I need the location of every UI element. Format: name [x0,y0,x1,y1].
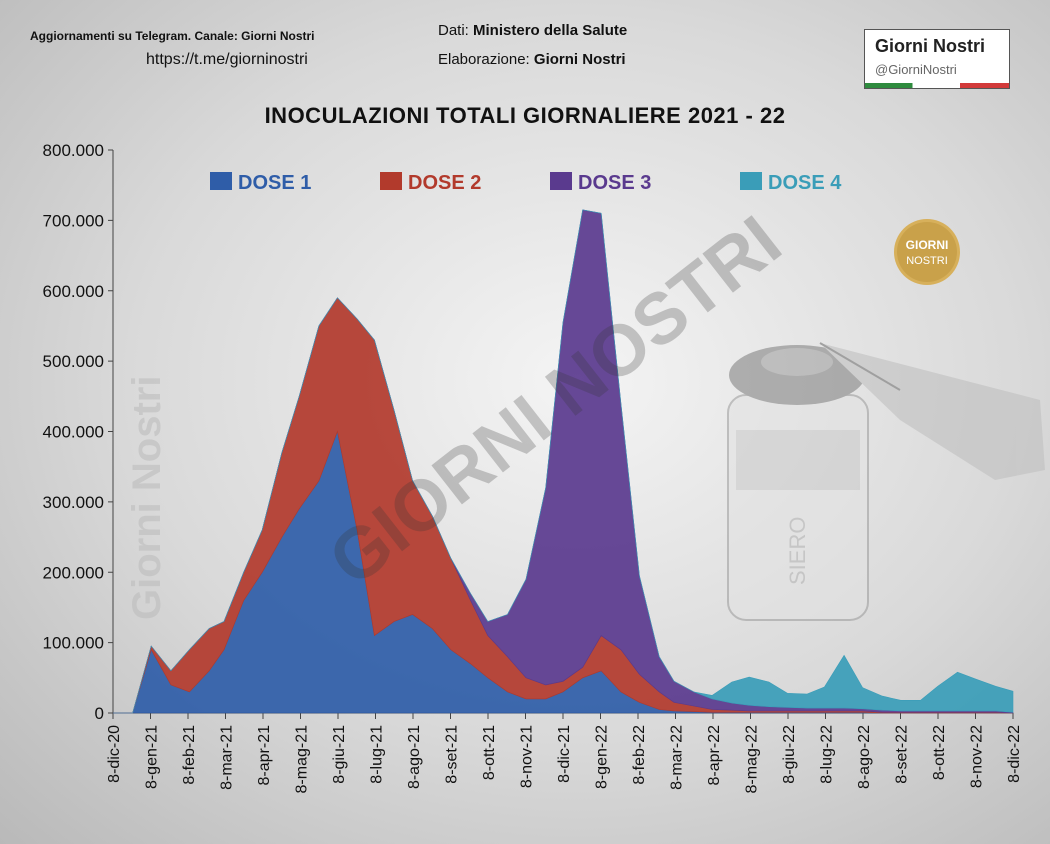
x-tick-label: 8-feb-22 [631,725,648,785]
legend-swatch-dose-4 [740,172,762,190]
badge-line-1: GIORNI [906,238,949,252]
x-tick-label: 8-apr-22 [706,725,723,786]
legend-label-dose-1: DOSE 1 [238,172,311,194]
x-tick-label: 8-nov-22 [969,725,986,788]
x-tick-label: 8-ott-21 [481,725,498,780]
y-tick-label: 100.000 [43,634,104,653]
x-tick-label: 8-nov-21 [519,725,536,788]
legend: DOSE 1 DOSE 2 DOSE 3 DOSE 4 [210,172,842,194]
y-tick-label: 300.000 [43,493,104,512]
elaboration-label: Elaborazione: [438,51,530,68]
x-tick-label: 8-ott-22 [931,725,948,780]
logo-handle: @GiorniNostri [875,62,957,77]
italian-flag-stripe [865,83,1009,88]
badge-logo: GIORNI NOSTRI [894,219,960,285]
x-tick-label: 8-gen-21 [144,725,161,789]
y-tick-label: 400.000 [43,423,104,442]
vial-illustration: SIERO [727,342,1045,621]
y-tick-label: 200.000 [43,563,104,582]
data-source-label: Dati: [438,22,469,39]
x-tick-label: 8-gen-22 [594,725,611,789]
x-tick-label: 8-apr-21 [256,725,273,786]
y-tick-label: 0 [95,704,104,723]
x-axis: 8-dic-20 8-gen-21 8-feb-21 8-mar-21 8-apr-21… [106,712,1023,794]
x-tick-label: 8-giu-21 [331,725,348,784]
badge-line-2: NOSTRI [906,255,948,267]
y-tick-label: 700.000 [43,211,104,230]
x-tick-label: 8-mar-22 [669,725,686,790]
legend-label-dose-3: DOSE 3 [578,172,651,194]
legend-label-dose-2: DOSE 2 [408,172,481,194]
telegram-url[interactable]: https://t.me/giorninostri [146,51,308,68]
elaboration-value: Giorni Nostri [533,51,626,68]
legend-swatch-dose-3 [550,172,572,190]
x-tick-label: 8-dic-22 [1006,725,1023,783]
x-tick-label: 8-mag-22 [744,725,761,794]
x-tick-label: 8-mag-21 [294,725,311,794]
x-tick-label: 8-ago-21 [406,725,423,789]
x-tick-label: 8-set-22 [894,725,911,784]
legend-swatch-dose-1 [210,172,232,190]
data-source-value: Ministero della Salute [473,22,628,39]
x-tick-label: 8-ago-22 [856,725,873,789]
x-tick-label: 8-dic-21 [556,725,573,783]
legend-swatch-dose-2 [380,172,402,190]
x-tick-label: 8-lug-21 [369,725,386,784]
logo-title: Giorni Nostri [875,36,986,56]
y-tick-label: 600.000 [43,282,104,301]
x-tick-label: 8-giu-22 [781,725,798,784]
telegram-caption: Aggiornamenti su Telegram. Canale: Giorn… [30,29,315,43]
elaboration-line: Elaborazione: Giorni Nostri [438,51,626,68]
data-source-line: Dati: Ministero della Salute [438,22,627,39]
x-tick-label: 8-feb-21 [181,725,198,785]
y-tick-label: 800.000 [43,141,104,160]
brand-logo: Giorni Nostri @GiorniNostri [864,29,1010,89]
chart-title: INOCULAZIONI TOTALI GIORNALIERE 2021 - 2… [264,103,786,128]
vial-label: SIERO [785,517,810,585]
series-dose-4 [113,209,1014,714]
x-tick-label: 8-set-21 [444,725,461,784]
x-tick-label: 8-lug-22 [819,725,836,784]
legend-label-dose-4: DOSE 4 [768,172,842,194]
x-tick-label: 8-dic-20 [106,725,123,783]
series-group [113,209,1014,714]
y-tick-label: 500.000 [43,352,104,371]
x-tick-label: 8-mar-21 [219,725,236,790]
vertical-watermark: Giorni Nostri [125,376,169,620]
y-axis: 0 100.000 200.000 300.000 400.000 500.000 600.… [43,141,114,723]
